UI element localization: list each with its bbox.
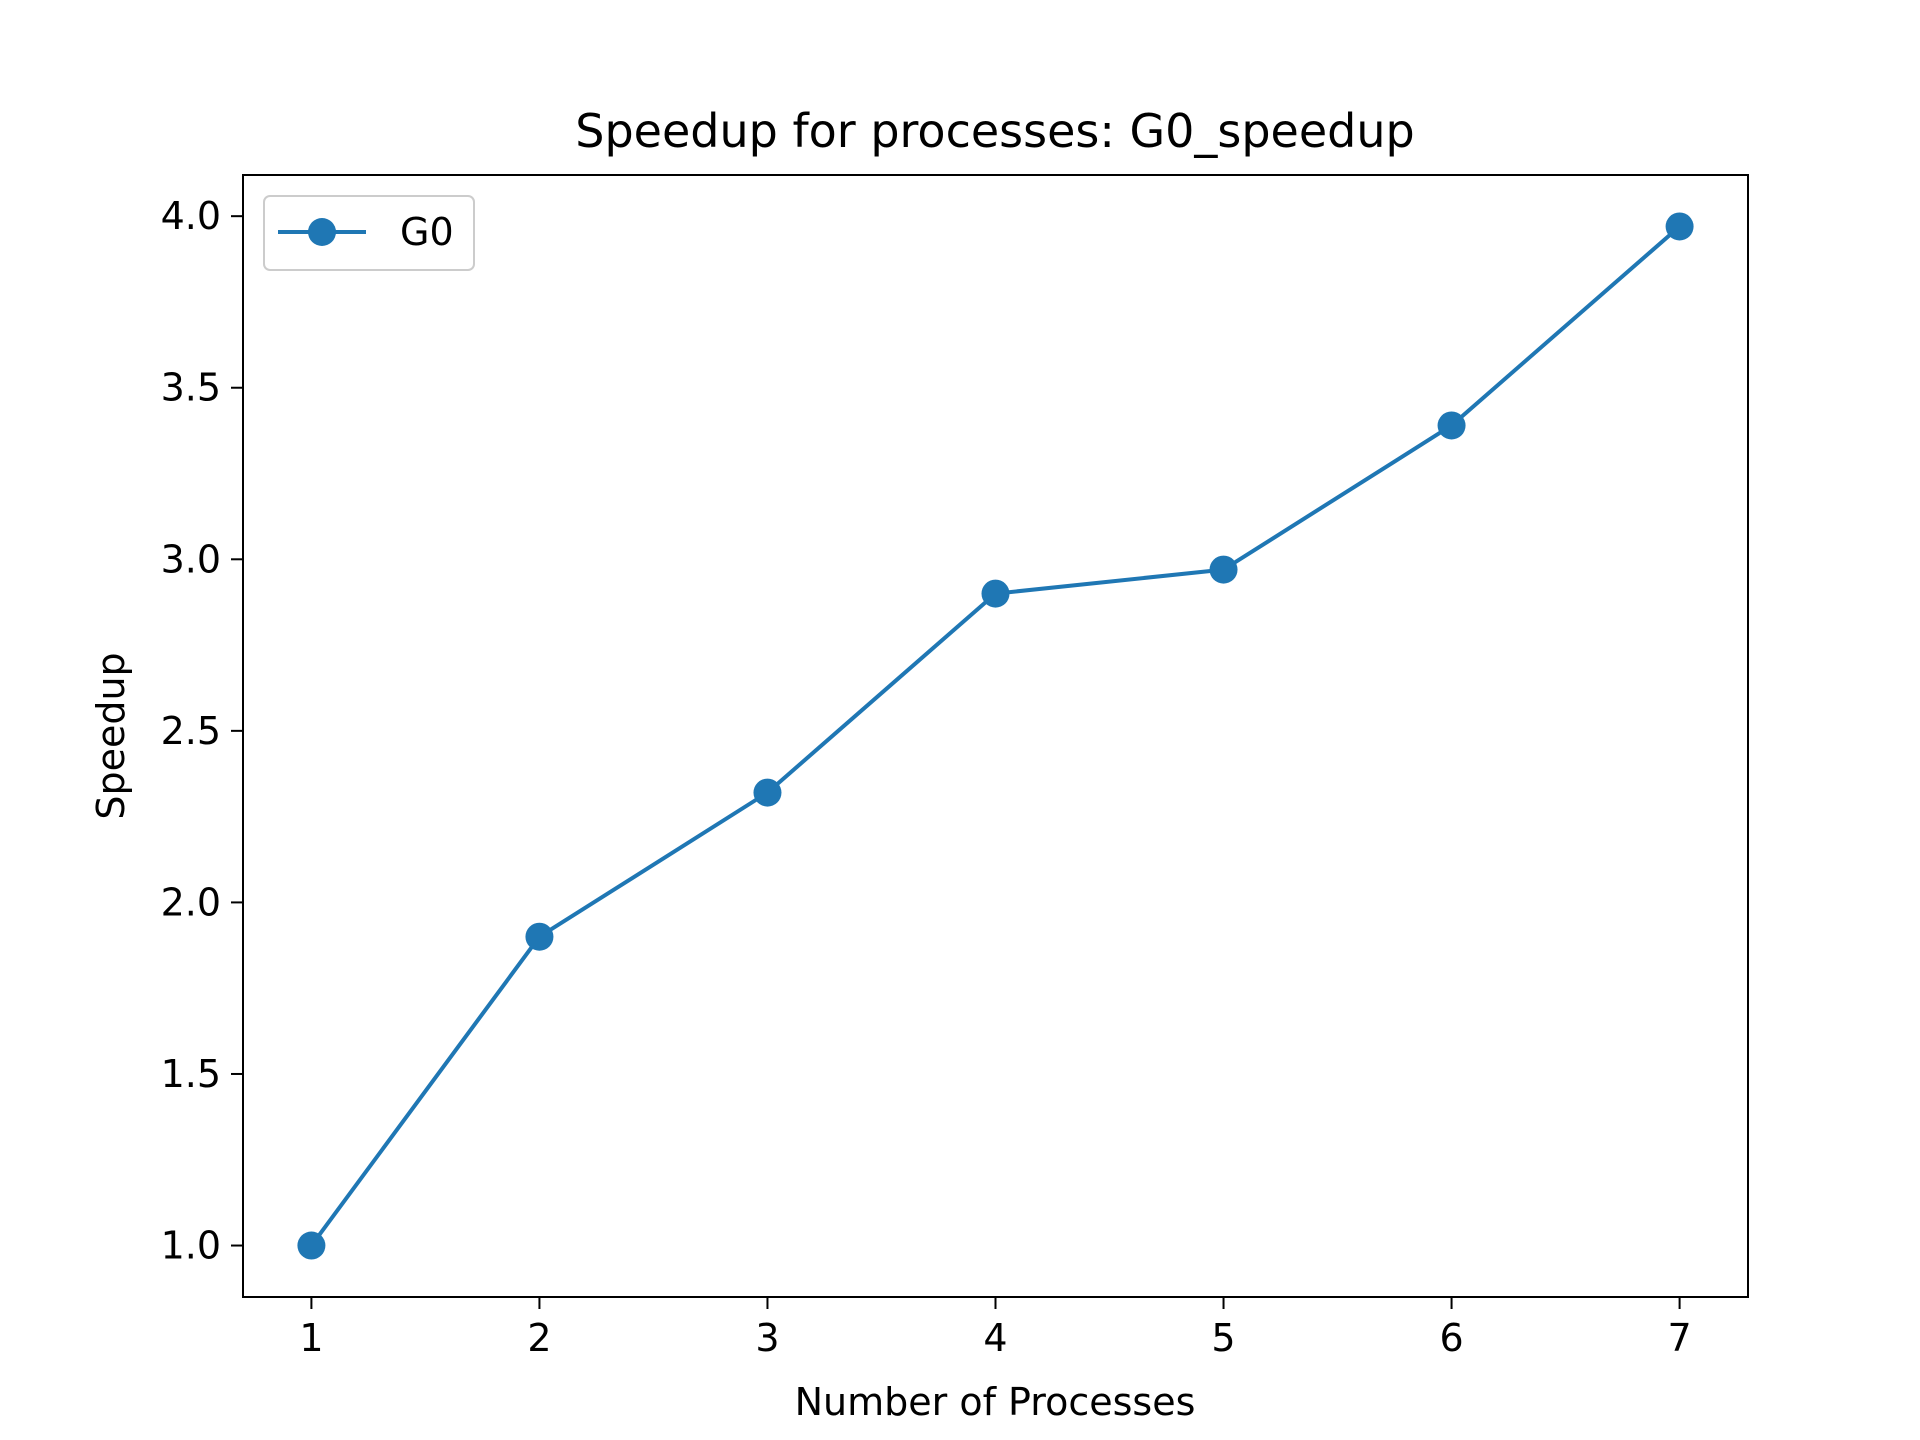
- y-tick-label: 1.0: [161, 1224, 221, 1268]
- y-axis-label: Speedup: [89, 652, 133, 819]
- x-tick-label: 6: [1439, 1316, 1463, 1360]
- x-tick-label: 4: [983, 1316, 1007, 1360]
- data-point-g0: [981, 579, 1010, 608]
- data-point-g0: [297, 1231, 326, 1260]
- y-tick-label: 2.5: [161, 709, 221, 753]
- legend: G0: [263, 195, 475, 271]
- x-axis-label: Number of Processes: [795, 1380, 1196, 1424]
- y-tick-label: 3.5: [161, 366, 221, 410]
- chart-title: Speedup for processes: G0_speedup: [575, 104, 1414, 158]
- series-layer: [297, 212, 1694, 1260]
- legend-entry-label: G0: [400, 210, 454, 254]
- x-tick-label: 1: [299, 1316, 323, 1360]
- x-tick-label: 2: [527, 1316, 551, 1360]
- y-axis-ticks: 1.0 1.5 2.0 2.5 3.0 3.5 4.0: [161, 194, 243, 1268]
- y-tick-label: 2.0: [161, 880, 221, 924]
- x-tick-label: 5: [1211, 1316, 1235, 1360]
- data-point-g0: [525, 922, 554, 951]
- data-point-g0: [1437, 411, 1466, 440]
- y-tick-label: 3.0: [161, 537, 221, 581]
- x-axis-ticks: 1 2 3 4 5 6 7: [299, 1297, 1692, 1360]
- plot-area: [242, 174, 1749, 1298]
- y-tick-label: 1.5: [161, 1052, 221, 1096]
- legend-box: [263, 195, 475, 271]
- data-point-g0: [1665, 212, 1694, 241]
- x-tick-label: 7: [1667, 1316, 1691, 1360]
- data-point-g0: [1209, 555, 1238, 584]
- data-point-g0: [753, 778, 782, 807]
- legend-marker-sample: [308, 218, 336, 246]
- y-tick-label: 4.0: [161, 194, 221, 238]
- x-tick-label: 3: [755, 1316, 779, 1360]
